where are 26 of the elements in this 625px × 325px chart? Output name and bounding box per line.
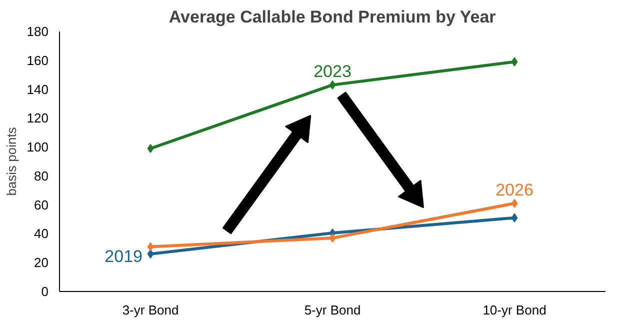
x-tick-label: 5-yr Bond — [304, 302, 361, 318]
series-label: 2019 — [104, 246, 143, 266]
point — [147, 249, 154, 258]
point — [147, 144, 154, 153]
y-tick-label: 180 — [26, 24, 49, 39]
y-tick-label: 100 — [26, 140, 49, 155]
x-tick-label: 3-yr Bond — [122, 302, 179, 318]
point — [511, 57, 518, 66]
point — [329, 80, 336, 90]
y-tick-label: 140 — [26, 82, 49, 97]
chart-title: Average Callable Bond Premium by Year — [168, 8, 496, 26]
point — [511, 198, 518, 208]
y-tick-label: 20 — [34, 255, 49, 270]
y-tick-label: 40 — [34, 226, 49, 242]
y-tick-label: 120 — [26, 110, 49, 126]
y-tick-label: 0 — [41, 284, 49, 299]
y-axis-title: basis points — [4, 126, 19, 196]
point — [147, 242, 154, 252]
point — [329, 234, 336, 243]
x-tick-label: 10-yr Bond — [482, 302, 546, 318]
y-tick-label: 80 — [34, 168, 49, 184]
series-label: 2023 — [314, 62, 352, 81]
point — [511, 213, 518, 222]
y-tick-label: 60 — [34, 197, 49, 212]
series-label: 2026 — [496, 180, 534, 200]
y-tick-label: 160 — [26, 52, 49, 68]
